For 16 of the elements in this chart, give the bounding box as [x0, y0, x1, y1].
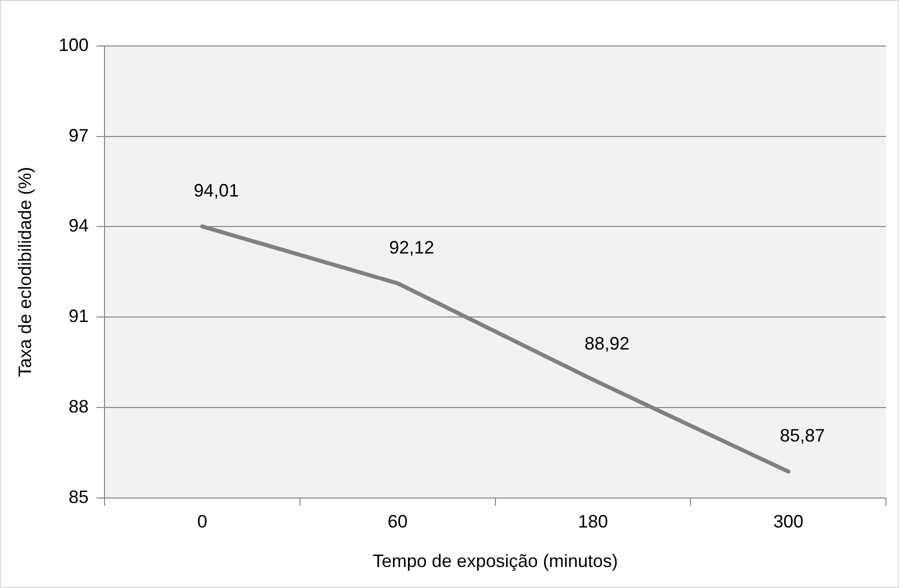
- y-tick-label: 100: [58, 34, 89, 55]
- x-tick-label: 0: [197, 512, 208, 532]
- x-axis-title: Tempo de exposição (minutos): [372, 551, 618, 572]
- y-tick-label: 91: [68, 306, 89, 326]
- y-tick-label: 97: [68, 125, 89, 146]
- data-label: 85,87: [780, 426, 825, 446]
- data-label: 94,01: [194, 180, 239, 200]
- x-tick-label: 60: [388, 512, 408, 532]
- y-tick-label: 85: [68, 486, 89, 507]
- data-label: 88,92: [584, 334, 630, 354]
- y-tick-label: 94: [68, 216, 89, 236]
- y-tick-label: 88: [68, 396, 89, 416]
- y-axis-title: Taxa de eclodibilidade (%): [14, 166, 35, 377]
- x-tick-label: 300: [773, 512, 804, 532]
- data-label: 92,12: [389, 237, 434, 258]
- x-tick-label: 180: [578, 512, 608, 532]
